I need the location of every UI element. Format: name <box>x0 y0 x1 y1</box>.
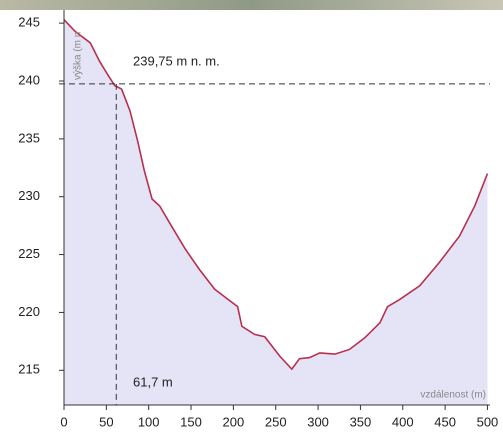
area-fill <box>64 20 487 405</box>
y-axis-label: výška (m n <box>73 32 84 80</box>
y-tick-label: 215 <box>18 362 40 377</box>
chart: 215 220 225 230 235 240 245 0 50 100 150 200 250 300 3… <box>0 0 503 434</box>
x-tick-label: 100 <box>138 414 160 429</box>
marker-x-label: 61,7 m <box>133 374 173 389</box>
x-axis-label: vzdálenost (m) <box>420 390 486 401</box>
x-tick-label: 350 <box>350 414 372 429</box>
marker-y-label: 239,75 m n. m. <box>133 53 220 68</box>
x-tick-label: 400 <box>392 414 414 429</box>
x-tick-label: 200 <box>223 414 245 429</box>
x-tick-label: 50 <box>99 414 113 429</box>
y-tick-label: 240 <box>18 72 40 87</box>
x-tick-label: 300 <box>307 414 329 429</box>
x-tick-label: 150 <box>180 414 202 429</box>
y-tick-label: 235 <box>18 130 40 145</box>
x-tick-label: 500 <box>477 414 499 429</box>
y-tick-label: 225 <box>18 246 40 261</box>
x-tick-label: 0 <box>60 414 67 429</box>
plot: 215 220 225 230 235 240 245 0 50 100 150 200 250 300 3… <box>18 10 498 429</box>
y-tick-label: 230 <box>18 188 40 203</box>
y-tick-label: 245 <box>18 15 40 30</box>
x-tick-label: 250 <box>265 414 287 429</box>
x-tick-label: 450 <box>434 414 456 429</box>
map-strip <box>0 0 503 10</box>
y-tick-label: 220 <box>18 304 40 319</box>
